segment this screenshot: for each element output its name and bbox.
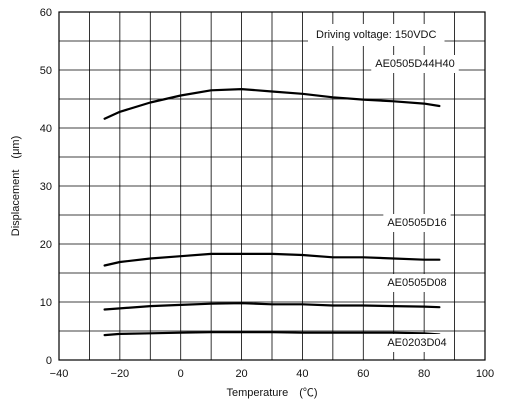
y-tick-label: 30	[40, 181, 52, 193]
y-tick-label: 0	[46, 355, 52, 367]
x-tick-label: 80	[418, 368, 430, 380]
series-line-ae0505d08	[103, 302, 441, 311]
y-tick-label: 60	[40, 7, 52, 19]
y-tick-label: 20	[40, 239, 52, 251]
series-lines	[103, 88, 441, 337]
series-label-background	[371, 55, 459, 73]
y-tick-label: 50	[40, 65, 52, 77]
x-tick-label: 40	[296, 368, 308, 380]
series-line-ae0505d16	[103, 252, 441, 267]
y-tick-label: 10	[40, 297, 52, 309]
series-label-ae0505d44h40: AE0505D44H40	[375, 58, 455, 70]
series-label-ae0505d16: AE0505D16	[387, 217, 446, 229]
x-tick-label: 100	[476, 368, 494, 380]
series-labels: AE0505D44H40 AE0505D16 AE0505D08 AE0203D04	[371, 55, 459, 352]
y-axis-ticks: 0 10 20 30 40 50 60	[40, 7, 52, 367]
annotation-box	[308, 24, 445, 46]
grid-lines	[59, 12, 485, 360]
x-tick-label: 60	[357, 368, 369, 380]
series-line-ae0505d44h40	[103, 88, 441, 120]
annotation-label: Driving voltage: 150VDC	[316, 29, 437, 41]
x-tick-label: 0	[178, 368, 184, 380]
series-label-background	[383, 334, 451, 352]
x-tick-label: −20	[111, 368, 130, 380]
series-line-ae0203d04	[103, 331, 441, 337]
x-axis-ticks: −40 −20 0 20 40 60 80 100	[50, 368, 495, 380]
x-tick-label: 20	[235, 368, 247, 380]
series-label-background	[383, 214, 451, 232]
series-label-background	[383, 274, 451, 292]
y-axis-title: Displacement (μm)	[10, 136, 22, 236]
series-label-ae0203d04: AE0203D04	[387, 337, 446, 349]
series-label-ae0505d08: AE0505D08	[387, 277, 446, 289]
y-tick-label: 40	[40, 123, 52, 135]
x-tick-label: −40	[50, 368, 69, 380]
x-axis-title: Temperature (℃)	[226, 387, 317, 399]
plot-frame	[58, 11, 486, 361]
